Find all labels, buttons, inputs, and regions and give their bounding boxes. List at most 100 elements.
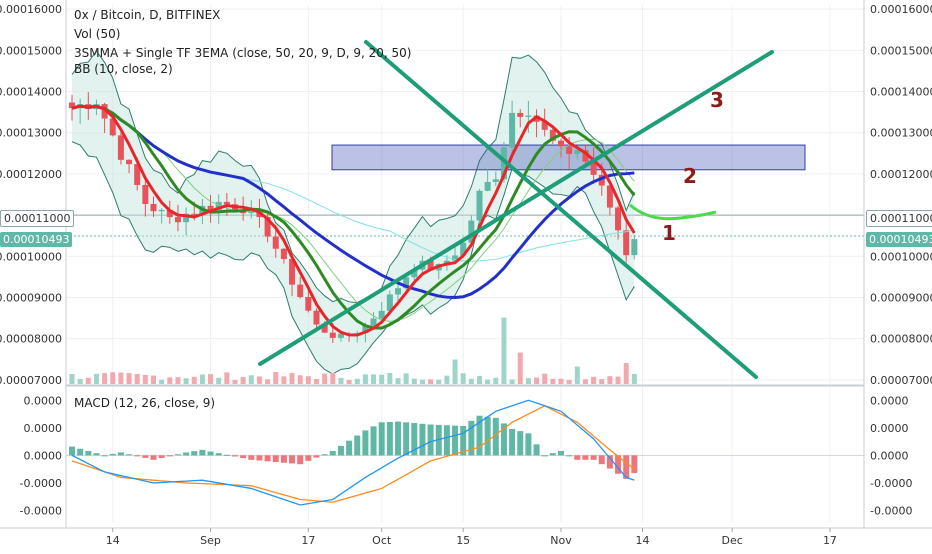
y-tick-label-right: 0.00016000 (870, 3, 932, 16)
macd-histogram-bar (525, 433, 532, 456)
candle-body (468, 220, 475, 243)
y-tick-label-left: 0.00007000 (0, 374, 62, 387)
volume-bar (460, 373, 466, 384)
ma-light-green-line (71, 105, 635, 322)
candle-body (109, 118, 116, 136)
volume-bar (615, 376, 621, 384)
y-tick-label-right: 0.00010000 (870, 250, 932, 263)
macd-histogram-bar (549, 453, 556, 456)
volume-bar (175, 377, 181, 384)
volume-bar (582, 379, 588, 384)
candle-body (313, 310, 320, 325)
macd-histogram-bar (174, 454, 181, 456)
macd-histogram-bar (631, 455, 638, 474)
volume-bar (240, 377, 246, 384)
volume-bar (493, 377, 499, 384)
volume-bar (191, 376, 197, 384)
candle-body (69, 102, 75, 109)
candle-body (264, 217, 271, 237)
candle-body (101, 104, 108, 119)
volume-bar (485, 379, 491, 384)
volume-bar (142, 374, 148, 384)
y-tick-label-left: 0.00009000 (0, 291, 62, 304)
volume-bar (591, 376, 597, 384)
volume-bar (208, 374, 214, 384)
volume-bar (248, 375, 254, 384)
volume-bar (281, 376, 287, 384)
macd-histogram-bar (297, 455, 304, 465)
macd-histogram-bar (329, 450, 336, 456)
candle-body (183, 213, 190, 223)
projection-curve (629, 203, 717, 221)
x-tick-label: 17 (823, 534, 837, 547)
candle-body (289, 259, 296, 285)
bollinger-lower (71, 141, 635, 375)
level-tag-right: 0.00011000 (866, 210, 932, 227)
macd-histogram-bar (460, 425, 467, 456)
volume-bar (534, 377, 540, 384)
volume-bar (265, 379, 271, 384)
macd-histogram-bar (142, 455, 149, 458)
macd-y-tick-left: 0.0000 (24, 422, 63, 435)
y-tick-label-right: 0.00008000 (870, 333, 932, 346)
volume-bar (379, 374, 385, 384)
candle-body (158, 209, 165, 212)
y-tick-label-left: 0.00013000 (0, 127, 62, 140)
candle-body (484, 181, 491, 191)
y-tick-label-right: 0.00015000 (870, 44, 932, 57)
candle-body (525, 115, 532, 117)
volume-bar (224, 372, 230, 384)
macd-histogram-bar (590, 455, 597, 460)
candle-body (492, 179, 499, 182)
volume-bar (436, 379, 442, 384)
y-tick-label-left: 0.00014000 (0, 86, 62, 99)
volume-bar (468, 378, 474, 384)
ma-red-line (71, 104, 636, 337)
macd-histogram-bar (443, 425, 450, 456)
volume-bar (411, 378, 417, 384)
macd-histogram-bar (321, 454, 328, 456)
volume-bar (607, 376, 613, 384)
volume-bar (134, 374, 140, 384)
y-tick-label-left: 0.00010000 (0, 250, 62, 263)
candle-body (549, 129, 556, 141)
macd-histogram-bar (69, 446, 75, 456)
macd-histogram-bar (183, 452, 190, 456)
candle-body (142, 184, 149, 204)
macd-histogram-bar (598, 455, 605, 465)
macd-histogram-bar (134, 455, 141, 457)
bollinger-upper (71, 50, 635, 304)
candle-body (443, 260, 450, 265)
candle-body (517, 112, 524, 117)
volume-bar (289, 373, 295, 384)
candle-body (337, 333, 344, 338)
ma-green-line (71, 104, 636, 330)
candle-body (574, 150, 581, 154)
macd-histogram-bar (109, 453, 116, 456)
volume-bar (297, 375, 303, 384)
volume-bar (395, 378, 401, 384)
volume-bars (69, 317, 637, 384)
candle-body (541, 121, 548, 130)
macd-histogram-bar (101, 455, 108, 457)
volume-bar (305, 376, 311, 384)
volume-bar (509, 379, 515, 384)
volume-bar (77, 378, 83, 384)
macd-histogram-bar (346, 440, 353, 456)
candle-body (509, 112, 516, 148)
macd-histogram-bar (215, 453, 222, 456)
candle-body (403, 277, 410, 289)
macd-y-tick-right: 0.0000 (870, 422, 909, 435)
y-tick-label-right: 0.00014000 (870, 86, 932, 99)
volume-bar (428, 379, 434, 384)
macd-histogram-bar (223, 454, 230, 456)
candle-body (297, 284, 304, 298)
candle-body (623, 230, 630, 256)
volume-bar (216, 377, 222, 384)
volume-bar (517, 352, 523, 384)
macd-histogram-bar (354, 435, 361, 456)
candle-body (500, 147, 507, 180)
